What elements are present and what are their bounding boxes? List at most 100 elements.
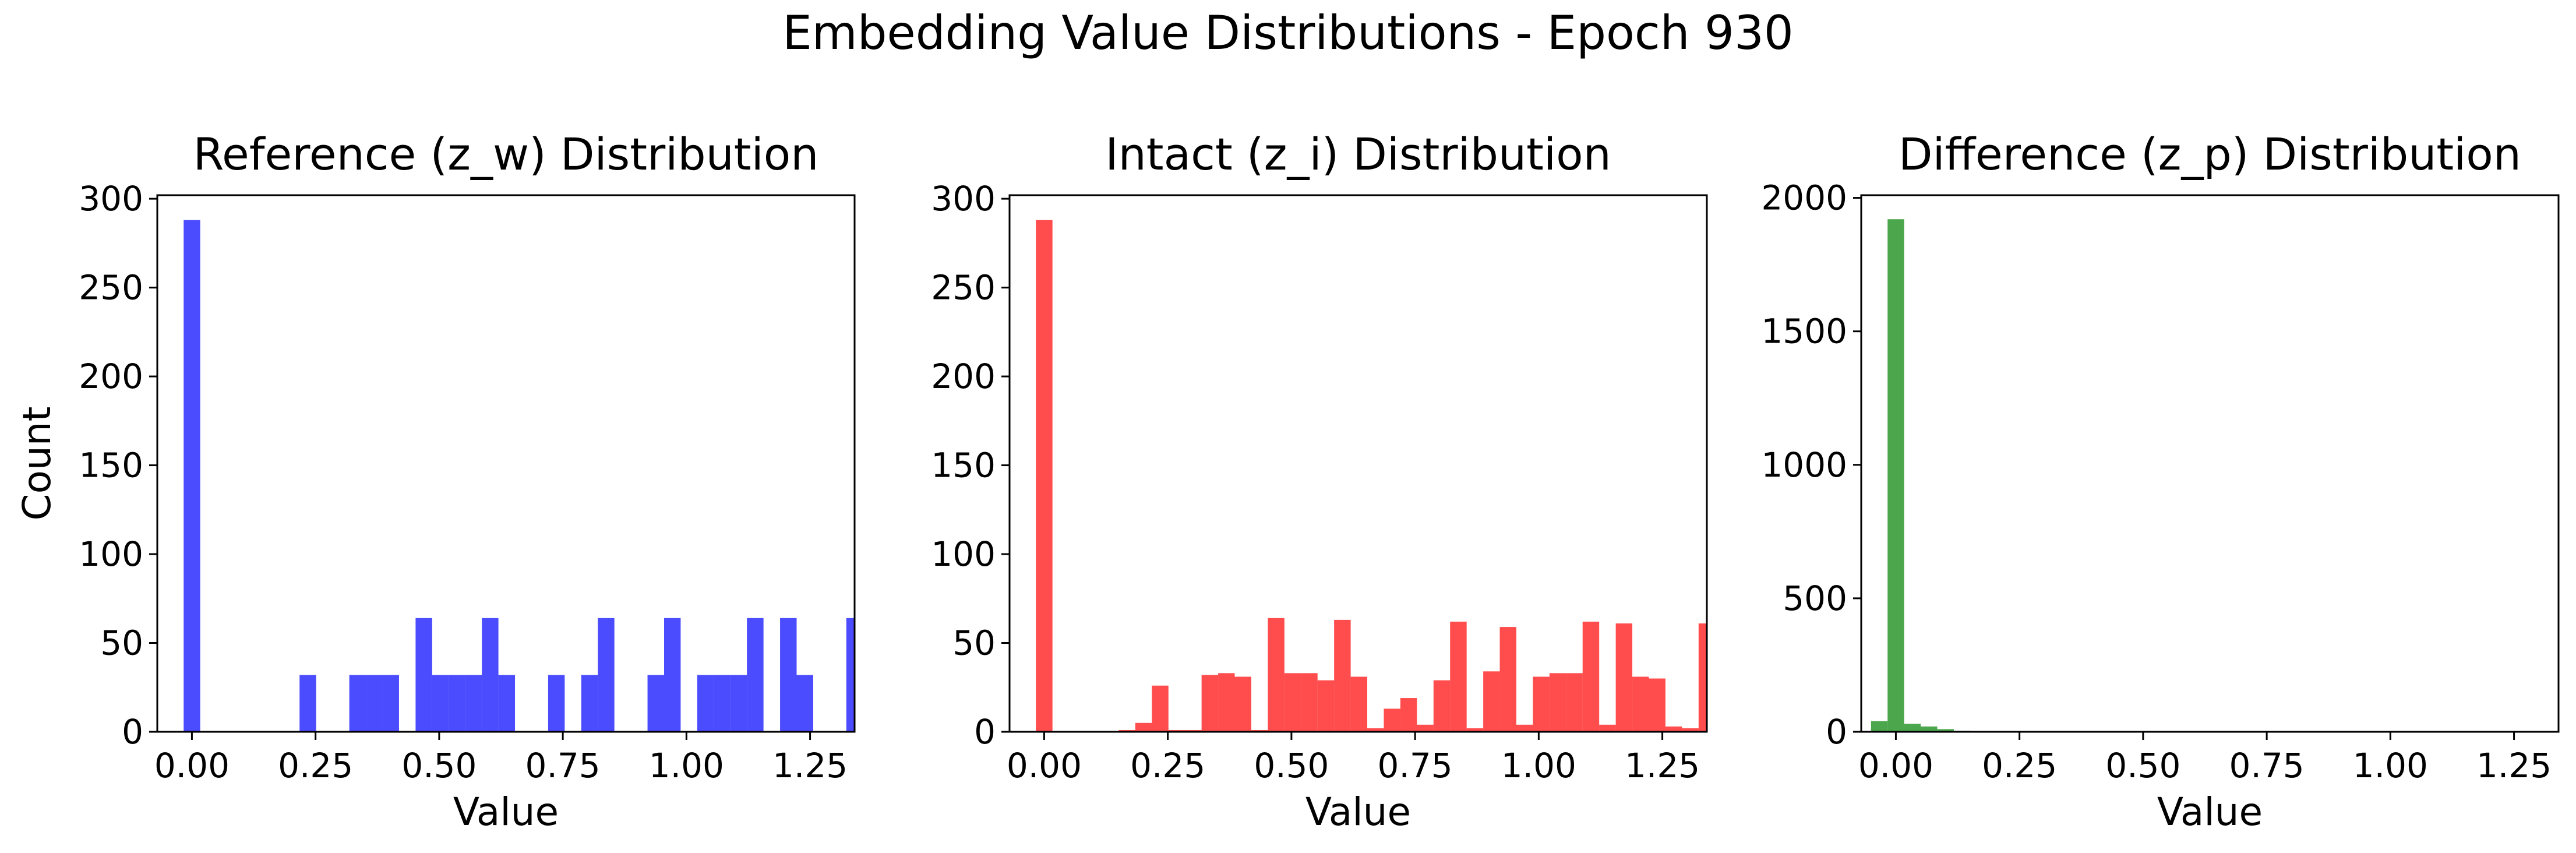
y-tick-label: 50 [952,623,996,663]
histogram-bar [647,675,664,732]
histogram-bar [1185,729,1202,732]
chart-panel-2: 0.00 0.25 0.50 0.75 1.00 1.25 0 50 100 150 200 250 3… [931,128,1708,834]
y-tick-label: 100 [931,534,996,574]
histogram-bar [1549,673,1566,732]
x-tick-label: 1.00 [649,746,724,785]
histogram-bar [1632,676,1649,732]
histogram-bar [598,618,615,732]
axes-frame [1860,194,2560,733]
y-tick-label: 500 [1783,579,1847,618]
x-tick-label: 0.50 [1254,746,1329,785]
histogram-bar [382,675,399,732]
histogram-bar [1350,676,1368,732]
x-tick-label: 0.75 [2229,746,2305,785]
histogram-bar [415,618,432,732]
x-tick-label: 0.75 [1378,746,1453,785]
y-tick-label: 100 [79,534,143,574]
histogram-bar [1599,724,1616,732]
y-tick-label: 0 [1826,712,1847,752]
y-tick-label: 200 [79,357,143,396]
histogram-bar [1615,623,1633,732]
histogram-bar [1466,728,1484,732]
histogram-bar [1367,728,1384,732]
histogram-bar [1218,673,1235,732]
histogram-bar [349,675,366,732]
histogram-bar [1921,726,1938,732]
y-tick-label: 250 [931,268,996,308]
histogram-bar [1566,673,1583,732]
histogram-bar [714,675,731,732]
y-tick-label: 150 [931,446,996,485]
x-tick-label: 0.00 [1007,746,1082,785]
histogram-bar [1582,621,1600,732]
histogram-bar [1301,673,1318,732]
histogram-bar [1483,671,1500,732]
y-tick-label: 250 [79,268,143,308]
x-tick-label: 1.25 [772,746,848,785]
histogram-bar [796,675,813,732]
chart-title: Reference (z_w) Distribution [193,128,819,180]
y-tick-label: 150 [79,446,143,485]
x-tick-label: 0.50 [2105,746,2180,785]
histogram-bar [697,675,714,732]
histogram-bar [1904,724,1921,732]
histogram-bar [1384,709,1400,732]
y-tick-label: 300 [931,179,996,218]
histogram-bar [1433,680,1451,732]
histogram-bar [1152,685,1169,732]
x-tick-label: 0.25 [1130,746,1205,785]
x-tick-label: 0.25 [1982,746,2057,785]
histogram-bar [482,618,499,732]
chart-title: Intact (z_i) Distribution [1105,128,1611,180]
y-tick-label: 1500 [1761,312,1847,351]
x-tick-label: 1.25 [2476,746,2552,785]
histogram-bar [1168,729,1185,732]
x-axis-label: Value [453,789,559,834]
histogram-bar [184,220,200,732]
histogram-bar [498,675,516,732]
histogram-bar [1516,724,1533,732]
histogram-bar [1871,721,1888,732]
x-tick-label: 0.75 [525,746,601,785]
histogram-bar [846,618,855,732]
histogram-bar [1698,623,1707,732]
histogram-bar [299,675,316,732]
histogram-bar [366,675,383,732]
axes-frame [156,194,856,733]
histogram-bar [730,675,747,732]
x-axis-label: Value [1305,789,1411,834]
histogram-bar [1234,676,1251,732]
histogram-bar [1317,680,1335,732]
histogram-bar [1251,729,1268,732]
histogram-bar [1268,618,1285,732]
histogram-bar [1135,722,1152,732]
histogram-bar [1499,627,1516,732]
histogram-bar [664,618,681,732]
histogram-bar [1682,728,1699,732]
bars-group [1871,219,1987,732]
histogram-bar [1201,675,1219,732]
y-tick-label: 0 [974,712,996,752]
histogram-bar [432,675,449,732]
axes-frame [1008,194,1708,733]
histogram-bar [1665,726,1682,732]
y-tick-label: 200 [931,357,996,396]
y-tick-label: 50 [100,623,143,663]
chart-panel-3: 0.00 0.25 0.50 0.75 1.00 1.25 0 500 1000 1500 2000… [1761,128,2560,834]
histogram-bar [1450,621,1467,732]
histogram-bar [449,675,465,732]
x-tick-label: 0.00 [154,746,230,785]
histogram-bar [1400,698,1417,732]
histogram-bar [581,675,598,732]
y-tick-label: 0 [122,712,143,752]
x-tick-label: 1.00 [1501,746,1576,785]
histogram-bar [465,675,482,732]
x-tick-label: 0.50 [401,746,477,785]
histogram-bar [1533,676,1550,732]
histogram-bar [780,618,797,732]
histogram-bar [747,618,764,732]
histogram-bar [1036,220,1053,732]
bars-group [1036,220,1707,732]
histogram-bar [1417,724,1434,732]
